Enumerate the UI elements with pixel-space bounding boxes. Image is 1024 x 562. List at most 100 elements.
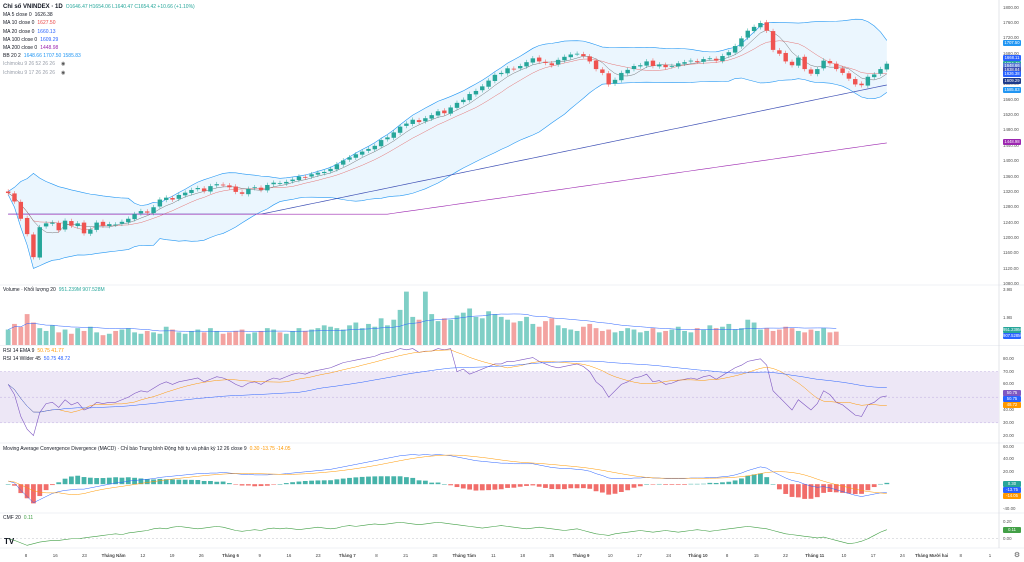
volume-bar — [587, 323, 593, 345]
time-tick-label: 21 — [403, 553, 409, 558]
time-tick-label: 17 — [637, 553, 642, 558]
candle-body — [265, 184, 270, 191]
candle-body — [770, 31, 776, 50]
volume-bar — [5, 329, 11, 345]
candle-body — [220, 184, 226, 186]
macd-histogram-bar — [372, 476, 378, 485]
candle-body — [732, 46, 738, 53]
macd-histogram-bar — [840, 484, 845, 493]
tradingview-logo-icon[interactable]: TV — [4, 537, 15, 546]
volume-bar — [460, 312, 466, 345]
candle-body — [676, 63, 681, 67]
price-tag: 1648.66 — [1003, 62, 1021, 69]
rsi-label-2[interactable]: RSI 14 Wilder 45 — [3, 356, 41, 362]
volume-bar — [802, 332, 808, 345]
macd-tag: -14.05 — [1003, 492, 1021, 499]
time-tick-label: Tháng Mười hai — [914, 553, 949, 558]
volume-bar — [593, 328, 599, 345]
indicator-label: MA 10 close 0 — [3, 20, 35, 27]
candle-body — [50, 222, 55, 224]
indicator-row[interactable]: MA 10 close 0 1627.50 — [3, 19, 195, 27]
candle-body — [157, 199, 163, 207]
candle-body — [568, 54, 573, 58]
gear-icon[interactable]: ⚙ — [1013, 552, 1021, 559]
indicator-row[interactable]: MA 100 close 0 1609.29 — [3, 36, 195, 44]
candle-body — [739, 38, 744, 47]
indicator-row[interactable]: MA 5 close 0 1626.38 — [3, 11, 195, 19]
volume-bar — [682, 330, 687, 345]
volume-bar — [302, 330, 308, 345]
volume-bar — [492, 314, 498, 345]
candle-body — [410, 119, 415, 124]
candle-body — [195, 188, 201, 190]
volume-bar — [271, 329, 277, 345]
macd-histogram-bar — [277, 484, 283, 485]
time-tick-label: 26 — [198, 553, 204, 558]
volume-bar — [530, 323, 536, 345]
candle-body — [454, 102, 460, 108]
symbol-title[interactable]: Chỉ số VNINDEX · 1D — [3, 4, 63, 11]
macd-tick-label: 40.00 — [1003, 456, 1014, 462]
indicator-row[interactable]: MA 20 close 0 1660.13 — [3, 28, 195, 36]
indicator-row[interactable]: MA 200 close 0 1448.98 — [3, 44, 195, 52]
indicator-row[interactable]: BB 20 2 1648.66 1707.50 1585.83 — [3, 52, 195, 60]
candle-body — [151, 207, 156, 213]
macd-histogram-bar — [220, 481, 226, 485]
rsi-label-1[interactable]: RSI 14 EMA 9 — [3, 348, 35, 354]
macd-histogram-bar — [397, 476, 403, 485]
volume-label[interactable]: Volume · Khối lượng 20 — [3, 287, 56, 293]
price-tick-label: 1520.00 — [1003, 112, 1019, 118]
macd-histogram-bar — [517, 484, 523, 487]
candle-body — [777, 50, 782, 54]
indicator-label: MA 20 close 0 — [3, 28, 35, 35]
candle-body — [834, 63, 839, 70]
indicator-row[interactable]: Ichimoku 9 17 26 26 26 ◉ — [3, 69, 195, 77]
candle-body — [81, 222, 87, 234]
volume-bar — [441, 318, 447, 345]
price-tick-label: 1480.00 — [1003, 127, 1019, 133]
cmf-label[interactable]: CMF 20 — [3, 515, 21, 521]
volume-bar — [227, 332, 232, 345]
volume-bar — [18, 326, 24, 345]
macd-histogram-bar — [50, 484, 55, 486]
volume-bar — [151, 332, 156, 345]
macd-histogram-bar — [574, 484, 580, 489]
candle-body — [486, 80, 491, 87]
eye-icon[interactable]: ◉ — [60, 61, 66, 68]
candle-body — [871, 74, 877, 78]
candle-body — [176, 194, 182, 199]
macd-histogram-bar — [656, 483, 662, 485]
macd-histogram-bar — [309, 480, 314, 485]
eye-icon[interactable]: ◉ — [60, 69, 66, 76]
volume-bar — [650, 328, 656, 345]
volume-bar — [776, 329, 782, 345]
volume-bar — [397, 309, 403, 345]
price-tag: 1707.50 — [1003, 40, 1021, 47]
volume-bar — [745, 319, 751, 345]
candle-body — [201, 188, 207, 192]
volume-bar — [486, 311, 491, 345]
macd-histogram-bar — [404, 477, 409, 485]
candle-body — [846, 73, 852, 79]
macd-histogram-bar — [435, 482, 441, 485]
candle-body — [884, 63, 890, 70]
macd-histogram-bar — [587, 484, 593, 489]
volume-bar — [618, 330, 624, 345]
volume-tick-label: 1.9B — [1003, 315, 1013, 321]
macd-histogram-bar — [290, 482, 296, 485]
volume-bar — [340, 329, 346, 345]
volume-bar — [694, 328, 700, 345]
macd-label[interactable]: Moving Average Convergence Divergence (M… — [3, 446, 247, 452]
macd-histogram-bar — [726, 481, 732, 485]
price-tick-label: 1760.00 — [1003, 20, 1019, 26]
candle-body — [163, 197, 169, 200]
macd-histogram-bar — [581, 484, 586, 489]
volume-bar — [726, 323, 732, 345]
candle-body — [644, 61, 649, 66]
macd-histogram-bar — [511, 484, 517, 488]
indicator-row[interactable]: Ichimoku 9 26 52 26 26 ◉ — [3, 60, 195, 68]
volume-bar — [309, 329, 314, 345]
volume-bar — [176, 332, 182, 345]
price-tick-label: 1120.00 — [1003, 265, 1019, 271]
